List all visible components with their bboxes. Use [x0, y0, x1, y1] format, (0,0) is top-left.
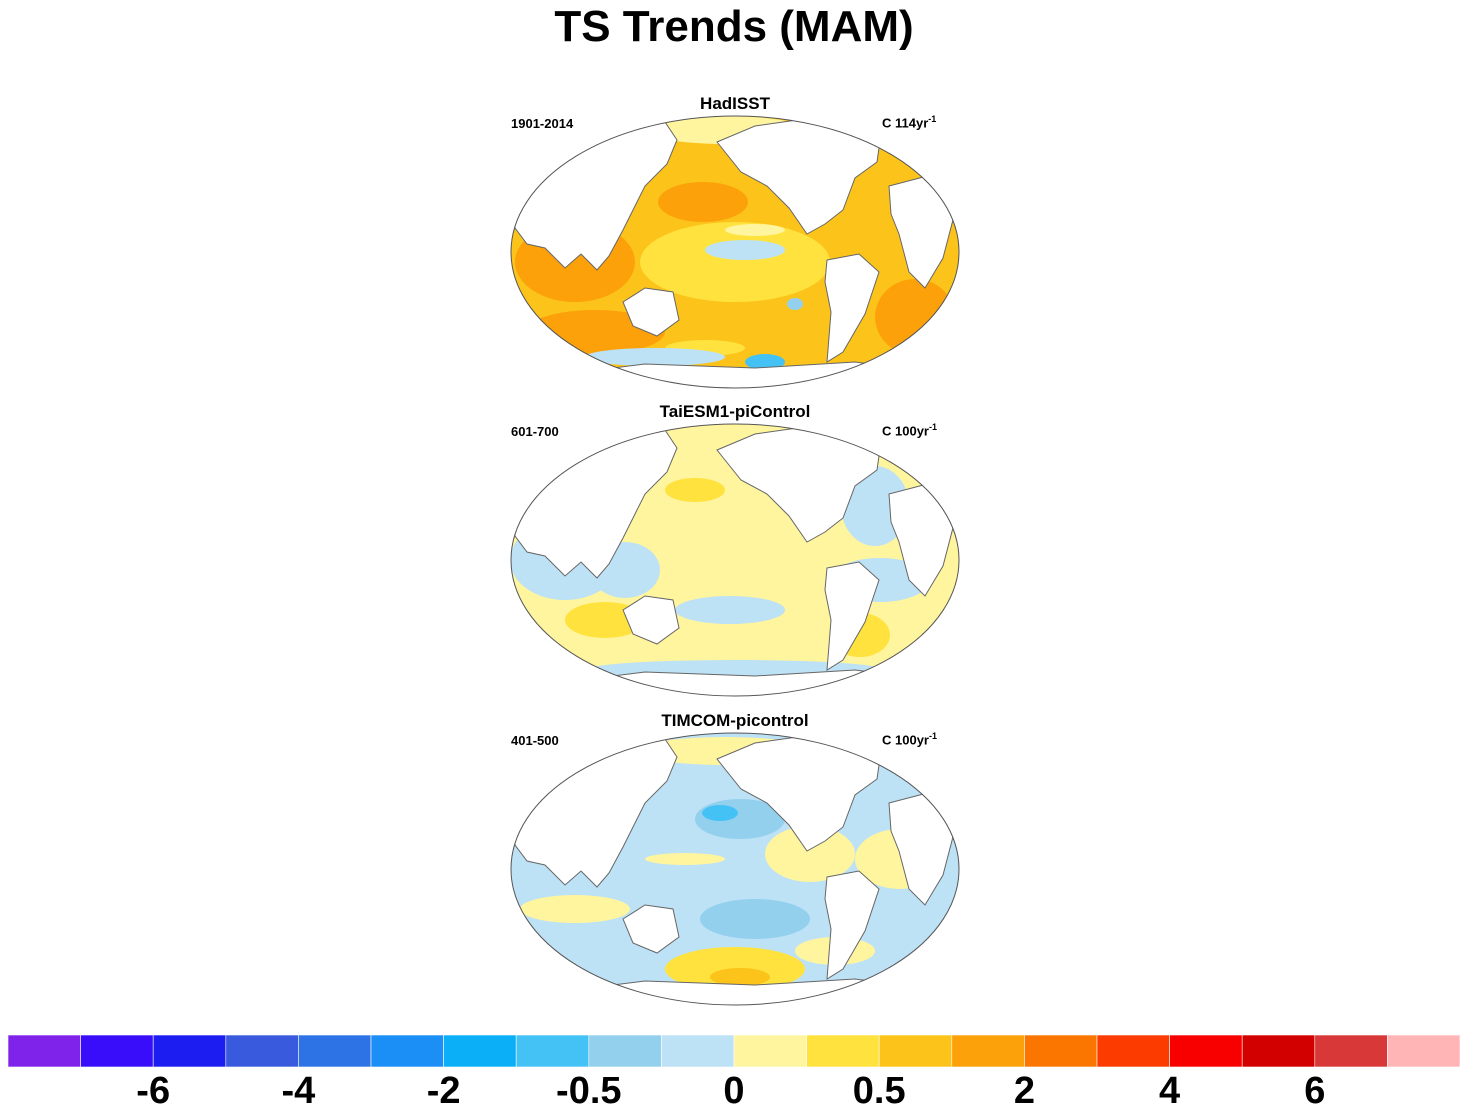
trend-region	[665, 478, 725, 502]
colorbar-swatch	[661, 1034, 735, 1068]
trend-region	[675, 596, 785, 624]
land-southAmerica	[824, 253, 880, 363]
trend-region	[658, 182, 748, 222]
colorbar-swatch	[225, 1034, 299, 1068]
colorbar-tick-label: 0.5	[852, 1070, 906, 1112]
world-map	[510, 115, 960, 389]
colorbar-tick-label: 2	[1013, 1070, 1035, 1112]
colorbar-swatch	[951, 1034, 1025, 1068]
trend-region	[765, 826, 855, 882]
land-australia	[622, 287, 680, 337]
colorbar-swatch	[80, 1034, 154, 1068]
colorbar-tick-label: 0	[723, 1070, 745, 1112]
colorbar-tick-label: -4	[281, 1070, 316, 1112]
colorbar-swatch	[152, 1034, 227, 1068]
map-border	[510, 423, 960, 697]
trend-field	[511, 116, 959, 388]
land-southAmerica	[824, 561, 880, 671]
colorbar-swatch	[443, 1034, 517, 1068]
page-title: TS Trends (MAM)	[554, 2, 914, 51]
colorbar-swatch	[1096, 1034, 1170, 1068]
trend-region	[725, 224, 785, 236]
trend-region	[520, 895, 630, 923]
period-label: 601-700	[511, 424, 559, 439]
colorbar-swatch	[733, 1034, 807, 1068]
map-border	[510, 732, 960, 1006]
trend-region	[787, 298, 803, 310]
period-label: 1901-2014	[511, 116, 574, 131]
trend-region	[702, 805, 738, 821]
land-southAmerica	[824, 870, 880, 980]
trend-region	[645, 853, 725, 865]
trend-region	[710, 968, 770, 986]
trend-region	[875, 279, 955, 355]
map-panel-hadisst: HadISST 1901-2014 C 114yr-1	[505, 94, 965, 394]
colorbar-tick-label: -2	[426, 1070, 461, 1112]
colorbar-swatch	[588, 1034, 662, 1068]
colorbar-tick-label: -6	[136, 1070, 171, 1112]
map-border	[510, 115, 960, 389]
panel-title: TaiESM1-piControl	[659, 402, 811, 421]
trend-region	[585, 348, 725, 366]
colorbar-swatch	[1241, 1034, 1316, 1068]
colorbar-swatch	[370, 1034, 444, 1068]
colorbar-tick-label: 6	[1304, 1070, 1326, 1112]
colorbar-swatch	[1314, 1034, 1388, 1068]
map-panel-timcom: TIMCOM-picontrol 401-500 C 100yr-1	[505, 711, 965, 1011]
trend-region	[705, 240, 785, 260]
unit-label: C 114yr-1	[882, 114, 937, 131]
colorbar-tick-label: -0.5	[556, 1070, 622, 1112]
colorbar-swatch	[1169, 1034, 1243, 1068]
trend-field	[511, 424, 959, 696]
period-label: 401-500	[511, 733, 559, 748]
colorbar-swatch	[8, 1034, 81, 1068]
unit-label: C 100yr-1	[882, 731, 937, 748]
trend-field	[511, 733, 959, 1005]
land-australia	[622, 904, 680, 954]
colorbar-swatch	[1387, 1034, 1460, 1068]
world-map	[510, 423, 960, 697]
panel-title: TIMCOM-picontrol	[661, 711, 809, 730]
colorbar-swatch	[515, 1034, 590, 1068]
unit-label: C 100yr-1	[882, 422, 937, 439]
trend-region	[640, 222, 830, 302]
land-australia	[622, 595, 680, 645]
colorbar-tick-label: 4	[1159, 1070, 1181, 1112]
trend-region	[700, 899, 810, 939]
colorbar-swatch	[878, 1034, 953, 1068]
colorbar-swatch	[806, 1034, 880, 1068]
colorbar	[8, 1034, 1460, 1068]
trend-region	[841, 466, 909, 546]
panel-title: HadISST	[700, 94, 770, 113]
trend-region	[745, 354, 785, 370]
map-panel-taiesm1: TaiESM1-piControl 601-700 C 100yr-1	[505, 402, 965, 702]
world-map	[510, 732, 960, 1006]
colorbar-swatch	[1024, 1034, 1098, 1068]
colorbar-swatch	[298, 1034, 372, 1068]
